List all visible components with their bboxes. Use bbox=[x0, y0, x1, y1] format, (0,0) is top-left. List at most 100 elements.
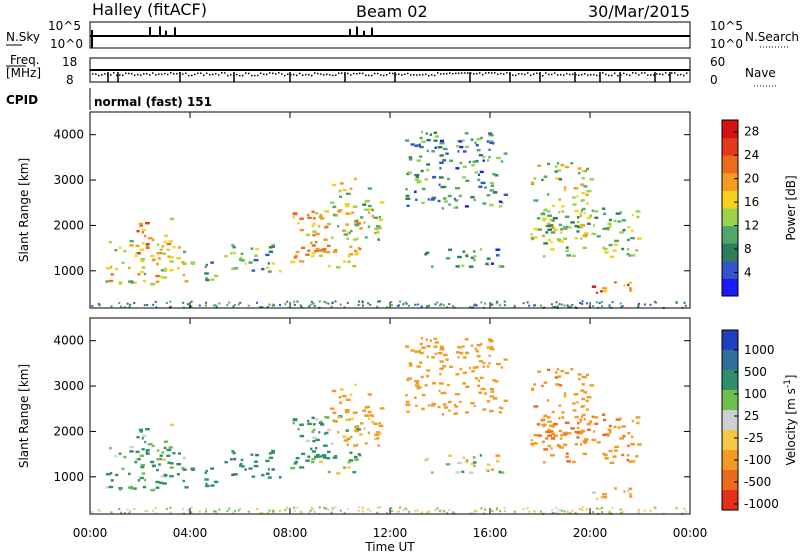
heatmap-cell bbox=[582, 207, 586, 211]
colorbar-swatch bbox=[722, 260, 738, 279]
heatmap-cell bbox=[503, 510, 506, 513]
heatmap-cell bbox=[464, 338, 469, 341]
heatmap-cell bbox=[425, 457, 430, 461]
heatmap-cell bbox=[563, 392, 567, 395]
heatmap-cell bbox=[375, 431, 381, 434]
heatmap-cell bbox=[337, 225, 340, 228]
heatmap-cell bbox=[458, 140, 463, 143]
nave-point bbox=[488, 72, 490, 74]
heatmap-cell bbox=[259, 306, 262, 308]
heatmap-cell bbox=[268, 303, 271, 306]
heatmap-cell bbox=[139, 224, 143, 227]
heatmap-cell bbox=[606, 432, 610, 436]
heatmap-cell bbox=[359, 453, 362, 457]
heatmap-cell bbox=[339, 303, 342, 306]
heatmap-cell bbox=[530, 439, 533, 442]
heatmap-cell bbox=[562, 225, 566, 229]
heatmap-cell bbox=[503, 399, 508, 402]
heatmap-cell bbox=[296, 300, 299, 303]
heatmap-cell bbox=[145, 222, 150, 225]
heatmap-cell bbox=[129, 239, 134, 243]
heatmap-cell bbox=[480, 301, 483, 304]
heatmap-cell bbox=[371, 214, 375, 218]
nave-point bbox=[434, 74, 436, 77]
heatmap-cell bbox=[160, 475, 166, 478]
heatmap-cell bbox=[439, 161, 444, 164]
heatmap-cell bbox=[307, 213, 310, 217]
heatmap-cell bbox=[488, 362, 491, 365]
heatmap-cell bbox=[577, 431, 580, 435]
heatmap-cell bbox=[295, 456, 300, 460]
heatmap-cell bbox=[475, 144, 479, 147]
heatmap-cell bbox=[266, 266, 270, 269]
heatmap-cell bbox=[623, 284, 626, 287]
heatmap-cell bbox=[619, 417, 622, 420]
nave-point bbox=[263, 73, 265, 75]
velocity-colorbar-label-sup: -1 bbox=[783, 379, 793, 388]
nave-point bbox=[503, 73, 505, 75]
heatmap-cell bbox=[484, 392, 487, 395]
heatmap-cell bbox=[431, 265, 434, 268]
heatmap-cell bbox=[182, 273, 185, 277]
heatmap-cell bbox=[494, 380, 499, 383]
nave-point bbox=[458, 72, 460, 75]
heatmap-cell bbox=[150, 282, 156, 286]
nave-point bbox=[347, 72, 349, 75]
heatmap-cell bbox=[556, 238, 560, 241]
heatmap-cell bbox=[327, 508, 330, 511]
heatmap-cell bbox=[379, 201, 385, 204]
heatmap-cell bbox=[565, 455, 569, 459]
heatmap-cell bbox=[498, 264, 501, 268]
heatmap-cell bbox=[354, 426, 359, 429]
heatmap-cell bbox=[468, 471, 474, 474]
heatmap-cell bbox=[439, 367, 444, 370]
heatmap-cell bbox=[456, 351, 460, 354]
heatmap-cell bbox=[424, 178, 428, 181]
heatmap-cell bbox=[114, 473, 119, 477]
heatmap-cell bbox=[210, 484, 215, 487]
heatmap-cell bbox=[596, 497, 599, 500]
nave-point bbox=[590, 73, 592, 76]
heatmap-cell bbox=[311, 244, 316, 247]
heatmap-cell bbox=[541, 178, 544, 182]
heatmap-cell bbox=[205, 510, 207, 513]
heatmap-cell bbox=[212, 510, 215, 513]
heatmap-cell bbox=[144, 234, 147, 238]
heatmap-cell bbox=[580, 405, 584, 409]
nave-point bbox=[536, 72, 538, 75]
nave-point bbox=[158, 73, 160, 76]
heatmap-cell bbox=[134, 254, 138, 258]
heatmap-cell bbox=[215, 305, 218, 308]
heatmap-cell bbox=[359, 433, 363, 436]
heatmap-cell bbox=[437, 199, 441, 203]
heatmap-cell bbox=[351, 417, 354, 420]
heatmap-cell bbox=[228, 507, 231, 510]
velocity-colorbar-swatches bbox=[722, 330, 738, 511]
heatmap-cell bbox=[415, 350, 420, 353]
heatmap-cell bbox=[368, 211, 371, 214]
heatmap-cell bbox=[442, 197, 447, 200]
heatmap-cell bbox=[602, 290, 608, 293]
heatmap-cell bbox=[369, 509, 372, 512]
heatmap-cell bbox=[609, 255, 615, 258]
heatmap-cell bbox=[160, 269, 166, 272]
heatmap-cell bbox=[344, 203, 350, 206]
heatmap-cell bbox=[318, 431, 321, 434]
heatmap-cell bbox=[585, 233, 588, 237]
heatmap-cell bbox=[330, 442, 334, 445]
heatmap-cell bbox=[457, 345, 460, 349]
nave-point bbox=[308, 73, 310, 76]
heatmap-cell bbox=[143, 510, 146, 513]
colorbar-tick-label: -25 bbox=[744, 431, 764, 445]
nave-point bbox=[482, 73, 484, 76]
heatmap-cell bbox=[579, 212, 583, 215]
heatmap-cell bbox=[561, 205, 565, 208]
heatmap-cell bbox=[154, 300, 157, 303]
heatmap-cell bbox=[120, 511, 123, 514]
heatmap-cell bbox=[279, 510, 281, 512]
heatmap-cell bbox=[574, 443, 578, 446]
heatmap-cell bbox=[310, 447, 313, 451]
heatmap-cell bbox=[323, 238, 328, 241]
heatmap-cell bbox=[128, 305, 131, 308]
heatmap-cell bbox=[434, 146, 437, 149]
